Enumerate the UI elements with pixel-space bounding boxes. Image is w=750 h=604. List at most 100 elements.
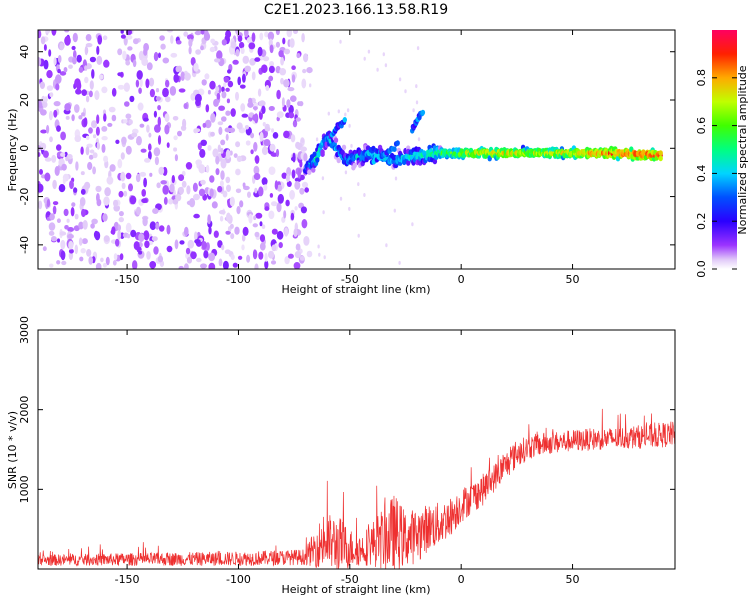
y-tick-label: 20 (18, 93, 31, 107)
noise-cell (245, 140, 251, 146)
noise-cell (209, 188, 214, 198)
noise-cell (96, 114, 100, 124)
noise-cell (151, 236, 158, 242)
noise-cell (141, 189, 146, 197)
noise-cell (280, 56, 284, 66)
noise-cell (257, 46, 263, 57)
noise-cell (51, 30, 57, 36)
noise-cell (132, 260, 138, 269)
noise-cell (159, 35, 165, 41)
noise-cell (72, 32, 78, 43)
noise-cell (100, 257, 104, 263)
noise-cell (85, 146, 90, 156)
noise-cell (98, 74, 104, 80)
noise-cell (222, 190, 228, 198)
noise-cell (292, 152, 296, 163)
noise-cell (212, 148, 219, 158)
noise-cell (39, 81, 46, 90)
noise-cell (304, 187, 310, 193)
noise-cell (337, 109, 340, 114)
noise-cell (105, 256, 110, 266)
noise-cell (252, 106, 258, 111)
noise-cell (267, 31, 275, 41)
noise-cell (416, 46, 420, 51)
noise-cell (138, 250, 143, 255)
noise-cell (92, 152, 98, 159)
colorbar-gradient (712, 30, 737, 269)
noise-cell (226, 184, 231, 192)
noise-cell (218, 258, 223, 267)
noise-cell (404, 89, 407, 94)
noise-cell (272, 132, 279, 139)
noise-cell (155, 88, 160, 93)
noise-cell (192, 182, 198, 192)
noise-cell (169, 183, 175, 193)
noise-cell (275, 41, 280, 48)
noise-cell (287, 87, 295, 92)
noise-cell (88, 256, 93, 265)
noise-cell (123, 119, 128, 124)
noise-cell (152, 208, 159, 214)
noise-cell (45, 30, 51, 34)
noise-cell (56, 125, 61, 132)
noise-cell (149, 88, 155, 98)
noise-cell (259, 32, 264, 41)
noise-cell (236, 122, 243, 130)
noise-cell (149, 221, 157, 231)
noise-cell (170, 52, 178, 58)
noise-cell (60, 131, 66, 141)
noise-cell (73, 50, 77, 59)
noise-cell (55, 83, 60, 91)
noise-cell (102, 213, 108, 222)
noise-cell (297, 169, 301, 179)
noise-cell (224, 127, 231, 133)
noise-cell (295, 117, 301, 122)
noise-cell (235, 141, 241, 148)
noise-cell (158, 225, 165, 232)
noise-cell (239, 84, 246, 89)
noise-cell (103, 113, 107, 122)
noise-cell (52, 201, 59, 206)
noise-cell (393, 208, 396, 213)
noise-cell (263, 139, 271, 146)
noise-cell (64, 30, 70, 33)
noise-cell (291, 74, 296, 83)
noise-cell (92, 166, 96, 175)
noise-cell (263, 184, 268, 191)
noise-cell (138, 87, 142, 94)
noise-cell (121, 182, 126, 190)
noise-cell (181, 180, 187, 188)
noise-cell (259, 234, 266, 243)
noise-cell (80, 248, 86, 254)
noise-cell (363, 193, 366, 197)
noise-cell (262, 122, 266, 127)
noise-cell (164, 124, 170, 135)
noise-cell (237, 35, 243, 42)
noise-cell (286, 180, 292, 187)
noise-cell (143, 117, 149, 122)
noise-cell (264, 31, 269, 38)
noise-cell (160, 43, 166, 50)
noise-cell (149, 261, 157, 269)
noise-cell (143, 230, 150, 241)
noise-cell (51, 154, 57, 163)
noise-cell (240, 47, 245, 54)
signal-cell (420, 109, 426, 116)
noise-cell (53, 109, 58, 118)
signal-cell (336, 157, 341, 164)
noise-cell (86, 249, 92, 257)
noise-cell (153, 147, 161, 157)
noise-cell (68, 249, 74, 254)
noise-cell (117, 229, 122, 240)
noise-cell (148, 77, 155, 87)
noise-cell (187, 239, 195, 249)
noise-cell (157, 105, 162, 111)
noise-cell (295, 141, 301, 149)
noise-cell (125, 60, 131, 66)
noise-cell (317, 244, 320, 249)
noise-cell (185, 247, 191, 255)
y-tick-label: 3000 (18, 316, 31, 344)
noise-cell (53, 57, 57, 66)
noise-cell (276, 184, 283, 192)
